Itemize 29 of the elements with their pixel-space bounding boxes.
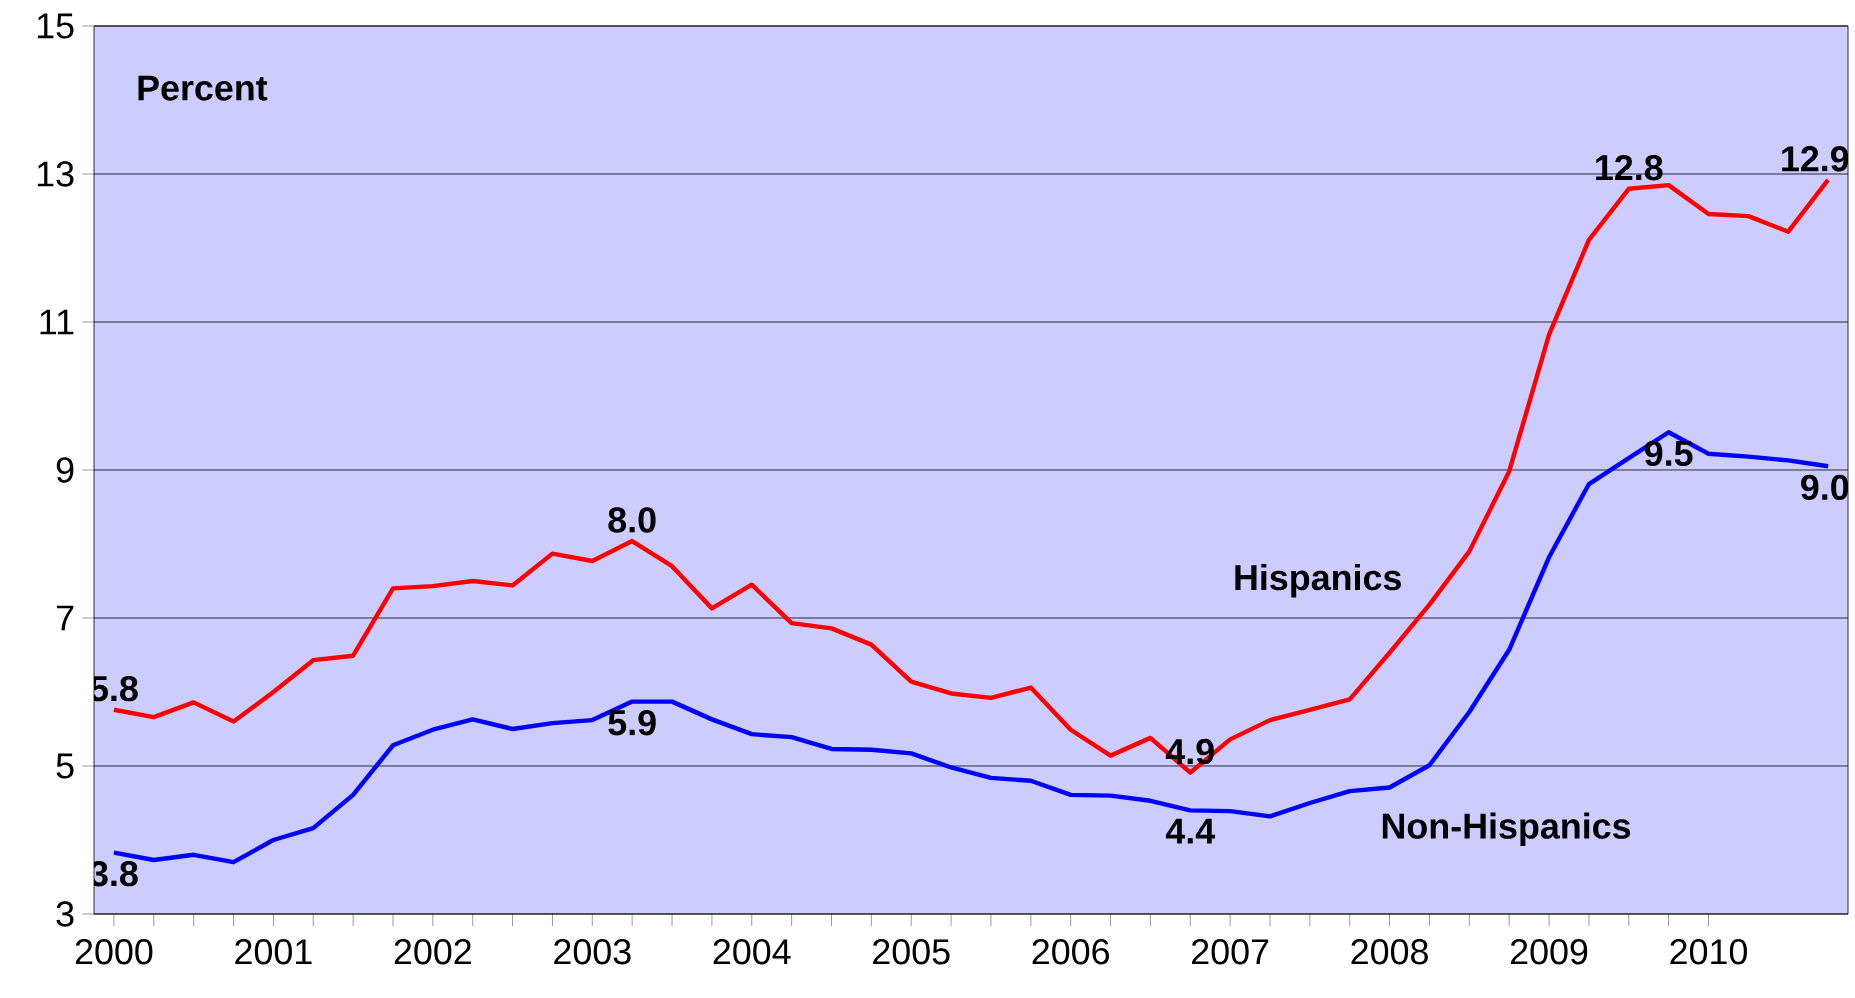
x-tick-label: 2005 — [873, 939, 950, 965]
data-label: 4.9 — [1165, 738, 1214, 765]
y-tick-label: 9 — [56, 457, 74, 483]
x-tick-label: 2007 — [1192, 939, 1269, 965]
x-tick-label: 2010 — [1670, 939, 1747, 965]
y-tick-label: 11 — [40, 309, 74, 335]
series-label: Non-Hispanics — [1382, 812, 1631, 846]
data-label: 12.8 — [1596, 154, 1663, 181]
y-tick-label: 7 — [56, 605, 74, 631]
x-tick-label: 2001 — [235, 939, 312, 965]
y-tick-label: 5 — [56, 753, 74, 779]
x-tick-label: 2004 — [713, 939, 791, 965]
annotation: Percent — [138, 75, 268, 101]
x-tick-label: 2009 — [1510, 939, 1588, 965]
y-tick-label: 13 — [37, 161, 74, 187]
data-label: 12.9 — [1782, 146, 1849, 172]
series-label: Hispanics — [1235, 563, 1401, 598]
data-label: 9.0 — [1801, 474, 1849, 501]
x-tick-label: 2006 — [1032, 939, 1109, 965]
x-tick-label: 2003 — [554, 939, 631, 965]
y-tick-label: 3 — [56, 901, 74, 927]
x-tick-label: 2000 — [75, 939, 153, 965]
data-label: 9.5 — [1644, 440, 1693, 467]
data-label: 4.4 — [1165, 818, 1215, 844]
data-label: 5.9 — [608, 710, 656, 736]
x-tick-label: 2008 — [1351, 939, 1428, 965]
y-tick-label: 15 — [37, 13, 74, 39]
data-label: 8.0 — [608, 507, 656, 533]
x-tick-label: 2002 — [394, 939, 471, 965]
